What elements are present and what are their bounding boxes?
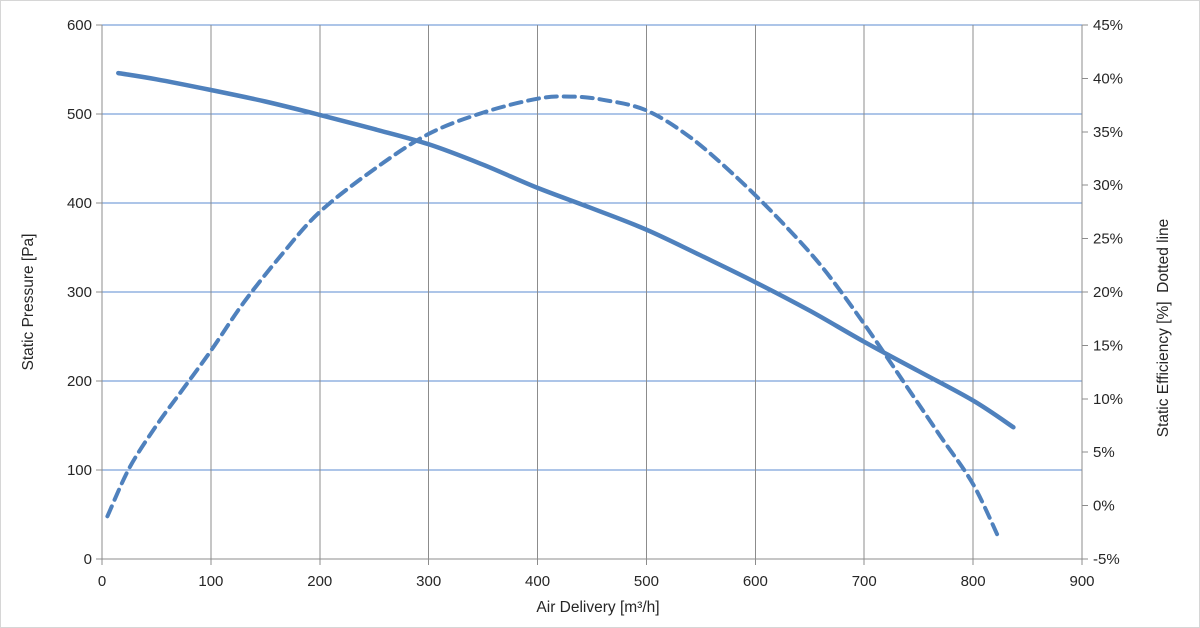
y-right-tick-label: 45%	[1093, 17, 1123, 34]
y-left-tick-label: 0	[84, 551, 92, 568]
x-tick-label: 400	[525, 573, 550, 590]
y-right-axis-title: Static Efficiency [%] Dotted line	[1155, 218, 1172, 438]
x-tick-label: 500	[634, 573, 659, 590]
y-right-tick-label: 15%	[1093, 337, 1123, 354]
x-tick-label: 100	[198, 573, 223, 590]
x-tick-label: 300	[416, 573, 441, 590]
y-right-tick-label: 20%	[1093, 284, 1123, 301]
x-tick-label: 700	[852, 573, 877, 590]
y-right-tick-label: 40%	[1093, 70, 1123, 87]
y-right-tick-label: -5%	[1093, 551, 1120, 568]
x-tick-label: 800	[961, 573, 986, 590]
x-axis-title: Air Delivery [m³/h]	[536, 599, 660, 616]
y-right-tick-label: 30%	[1093, 177, 1123, 194]
x-tick-label: 900	[1069, 573, 1094, 590]
y-left-tick-label: 400	[67, 195, 92, 212]
y-left-tick-label: 300	[67, 284, 92, 301]
y-left-tick-label: 500	[67, 106, 92, 123]
y-right-tick-label: 0%	[1093, 498, 1115, 515]
y-left-tick-label: 200	[67, 373, 92, 390]
y-right-tick-label: 35%	[1093, 124, 1123, 141]
x-tick-label: 600	[743, 573, 768, 590]
y-right-tick-label: 10%	[1093, 391, 1123, 408]
y-right-tick-label: 5%	[1093, 444, 1115, 461]
y-left-tick-label: 600	[67, 17, 92, 34]
y-left-axis-title: Static Pressure [Pa]	[20, 233, 37, 371]
x-tick-label: 0	[98, 573, 106, 590]
static-pressure-curve	[116, 70, 1016, 430]
x-tick-label: 200	[307, 573, 332, 590]
y-left-tick-label: 100	[67, 462, 92, 479]
y-right-tick-label: 25%	[1093, 231, 1123, 248]
static-efficiency-curve	[105, 94, 1001, 539]
